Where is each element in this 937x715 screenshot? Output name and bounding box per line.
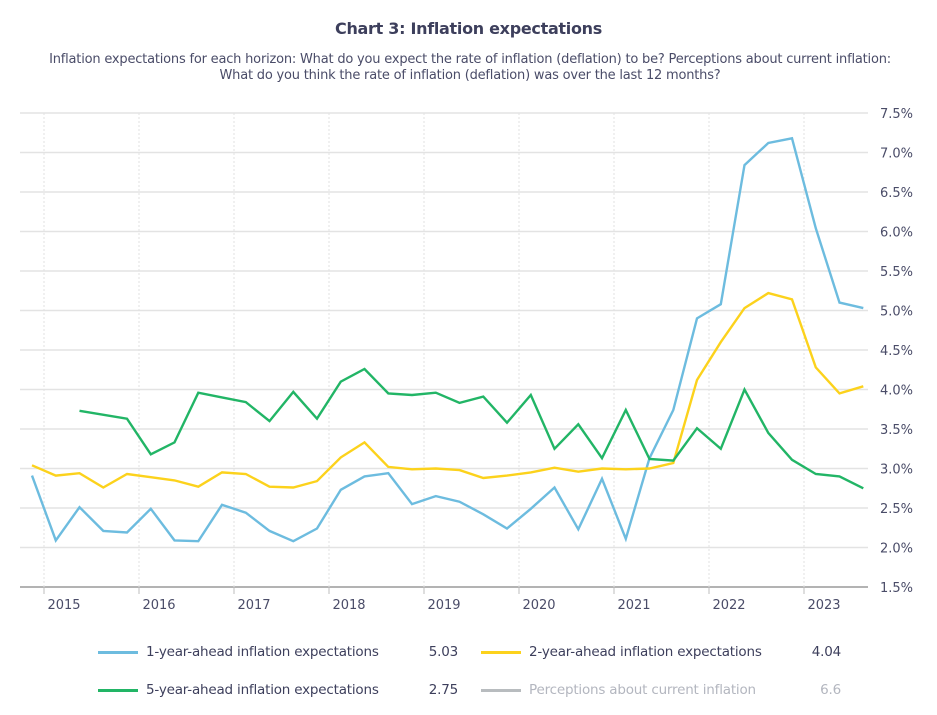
y-tick-label: 3.0%	[880, 463, 913, 478]
legend-label: 2-year-ahead inflation expectations	[529, 644, 762, 660]
x-tick-label: 2015	[47, 598, 80, 613]
legend-value: 2.75	[428, 682, 458, 698]
y-tick-label: 1.5%	[880, 581, 913, 596]
y-tick-label: 2.0%	[880, 542, 913, 557]
gridlines	[20, 112, 868, 588]
y-tick-label: 5.0%	[880, 305, 913, 320]
series-line-1	[30, 136, 864, 543]
legend-item-1-year[interactable]: 1-year-ahead inflation expectations 5.03	[98, 642, 458, 662]
legend-swatch-5-year	[98, 688, 138, 692]
legend-label: 5-year-ahead inflation expectations	[146, 682, 379, 698]
x-axis: 2015 2016 2017 2018 2019 2020 2021 2022 2023	[43, 587, 841, 613]
series-lines	[30, 136, 864, 543]
x-tick-label: 2018	[332, 598, 365, 613]
legend-value: 6.6	[820, 682, 841, 698]
chart-title: Chart 3: Inflation expectations	[335, 19, 602, 38]
legend-value: 5.03	[428, 644, 458, 660]
series-line-3	[79, 367, 864, 490]
x-tick-label: 2023	[807, 598, 840, 613]
series-line-2	[31, 291, 864, 489]
legend-swatch-2-year	[481, 650, 521, 654]
legend-swatch-perceptions	[481, 688, 521, 692]
legend-value: 4.04	[811, 644, 841, 660]
x-tick-label: 2017	[237, 598, 270, 613]
x-tick-label: 2021	[617, 598, 650, 613]
y-tick-label: 4.5%	[880, 344, 913, 359]
y-tick-label: 6.0%	[880, 226, 913, 241]
legend-item-2-year[interactable]: 2-year-ahead inflation expectations 4.04	[481, 642, 841, 662]
x-tick-label: 2016	[142, 598, 175, 613]
y-tick-label: 2.5%	[880, 502, 913, 517]
y-tick-label: 7.0%	[880, 147, 913, 162]
legend-swatch-1-year	[98, 650, 138, 654]
y-tick-label: 7.5%	[880, 107, 913, 122]
chart-subtitle: Inflation expectations for each horizon:…	[49, 52, 891, 83]
legend-item-5-year[interactable]: 5-year-ahead inflation expectations 2.75	[98, 680, 458, 700]
x-tick-label: 2020	[522, 598, 555, 613]
legend-label: Perceptions about current inflation	[529, 682, 756, 698]
x-tick-label: 2019	[427, 598, 460, 613]
y-tick-label: 4.0%	[880, 384, 913, 399]
y-tick-label: 3.5%	[880, 423, 913, 438]
legend-label: 1-year-ahead inflation expectations	[146, 644, 379, 660]
y-axis: 7.5% 7.0% 6.5% 6.0% 5.5% 5.0% 4.5% 4.0% 3.5% 3.0%…	[880, 107, 913, 596]
y-tick-label: 5.5%	[880, 265, 913, 280]
y-tick-label: 6.5%	[880, 186, 913, 201]
x-tick-label: 2022	[712, 598, 745, 613]
legend-item-perceptions[interactable]: Perceptions about current inflation 6.6	[481, 680, 841, 700]
